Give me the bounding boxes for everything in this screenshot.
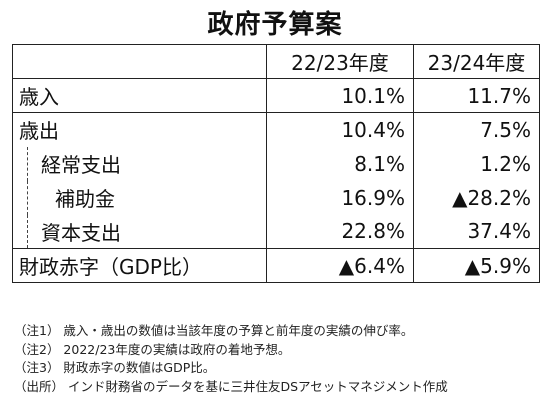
table-row-current-expenditure: 経常支出 8.1% 1.2% [12,146,540,181]
row-label: 歳入 [12,78,267,113]
page-title: 政府予算案 [207,10,343,40]
row-label: 資本支出 [41,220,121,245]
row-value-fy2324: ▲5.9% [413,248,540,283]
row-value-fy2324: ▲28.2% [413,180,540,215]
row-label: 補助金 [55,187,115,211]
row-value-fy2223: 10.1% [266,78,414,113]
row-label: 歳出 [12,112,267,147]
table-row-fiscal-deficit: 財政赤字（GDP比） ▲6.4% ▲5.9% [12,248,540,283]
table-row-subsidy: 補助金 16.9% ▲28.2% [12,180,540,215]
footnote-1: （注1） 歳入・歳出の数値は当該年度の予算と前年度の実績の伸び率。 [14,323,414,338]
table-row-capital-expenditure: 資本支出 22.8% 37.4% [12,214,540,249]
row-value-fy2223: 8.1% [266,146,414,181]
header-cell-fy2324: 23/24年度 [413,44,540,79]
header-cell-empty [12,44,267,79]
table-header-row: 22/23年度 23/24年度 [12,44,540,79]
row-value-fy2223: ▲6.4% [266,248,414,283]
header-cell-fy2223: 22/23年度 [266,44,414,79]
table-row-expenditure: 歳出 10.4% 7.5% [12,112,540,147]
row-value-fy2223: 10.4% [266,112,414,147]
budget-table: 22/23年度 23/24年度 歳入 10.1% 11.7% 歳出 10.4% … [12,44,540,283]
dashed-divider [27,146,28,181]
footnotes: （注1） 歳入・歳出の数値は当該年度の予算と前年度の実績の伸び率。 （注2） 2… [14,322,448,396]
row-value-fy2223: 16.9% [266,180,414,215]
row-label: 経常支出 [41,153,121,177]
row-label: 財政赤字（GDP比） [12,248,267,283]
dashed-divider [27,180,28,215]
table-row-revenue: 歳入 10.1% 11.7% [12,78,540,113]
dashed-divider [27,214,28,248]
row-value-fy2223: 22.8% [266,214,414,249]
row-value-fy2324: 1.2% [413,146,540,181]
row-value-fy2324: 37.4% [413,214,540,249]
row-value-fy2324: 7.5% [413,112,540,147]
footnote-source: （出所） インド財務省のデータを基に三井住友DSアセットマネジメント作成 [14,378,448,394]
footnote-2: （注2） 2022/23年度の実績は政府の着地予想。 [14,341,291,357]
row-value-fy2324: 11.7% [413,78,540,113]
footnote-3: （注3） 財政赤字の数値はGDP比。 [14,360,216,375]
